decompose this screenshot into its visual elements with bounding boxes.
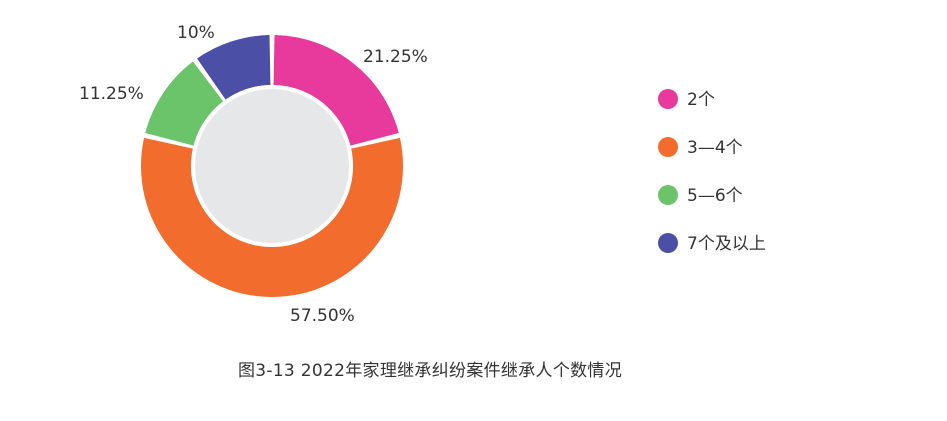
- legend-swatch-1: [658, 89, 678, 109]
- slice-2: [141, 137, 403, 298]
- legend-swatch-2: [658, 137, 678, 157]
- label-dot-4: [237, 45, 248, 56]
- value-label-1: 21.25%: [363, 47, 428, 67]
- donut-center: [195, 89, 349, 243]
- label-dots: [161, 45, 345, 290]
- chart-title: 图3-13 2022年家理继承纠纷案件继承人个数情况: [237, 361, 623, 381]
- value-label-2: 57.50%: [290, 306, 355, 326]
- label-dot-1: [334, 62, 345, 73]
- legend-label-2: 3—4个: [687, 138, 743, 158]
- legend-swatch-4: [658, 233, 678, 253]
- value-labels: 21.25% 57.50% 11.25% 10%: [79, 23, 428, 326]
- slice-1: [273, 35, 399, 146]
- label-dot-2: [267, 280, 277, 290]
- legend-swatch-3: [658, 185, 678, 205]
- legend-label-4: 7个及以上: [687, 234, 766, 254]
- slice-3: [145, 61, 224, 146]
- value-label-4: 10%: [177, 23, 215, 43]
- legend-label-3: 5—6个: [687, 186, 743, 206]
- legend-label-1: 2个: [687, 90, 715, 110]
- slice-4: [197, 35, 271, 100]
- value-label-3: 11.25%: [79, 84, 144, 104]
- label-dot-3: [161, 105, 172, 116]
- legend: 2个 3—4个 5—6个 7个及以上: [658, 89, 766, 254]
